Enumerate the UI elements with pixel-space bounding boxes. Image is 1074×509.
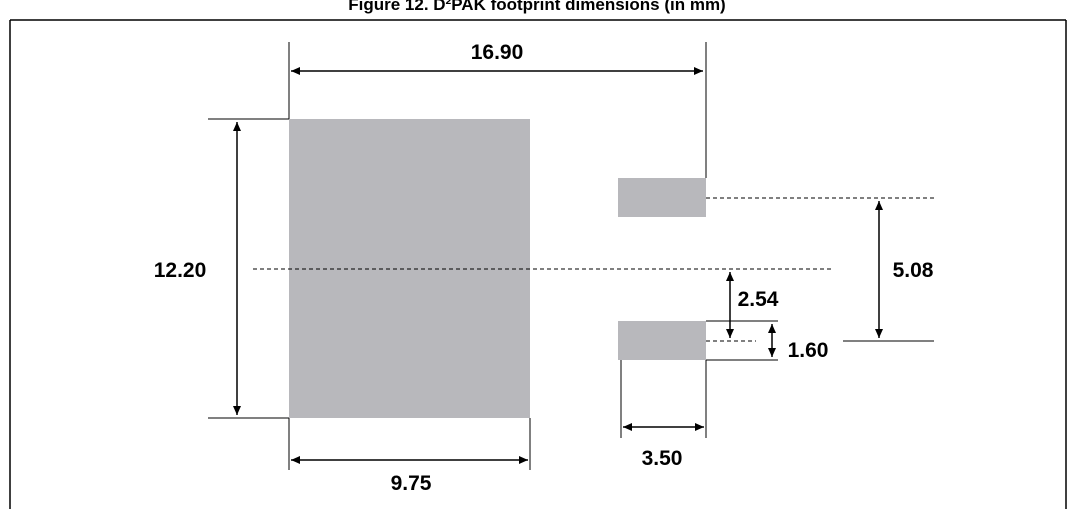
small-pad-bottom	[618, 321, 706, 360]
dim-overall-length: 16.90	[471, 41, 524, 64]
dim-small-pad-height: 1.60	[788, 339, 829, 362]
dim-half-pitch: 2.54	[738, 288, 779, 311]
figure-frame	[9, 19, 1067, 509]
dim-large-pad-width: 9.75	[391, 472, 432, 495]
figure-title: Figure 12. D²PAK footprint dimensions (i…	[348, 0, 726, 14]
dimension-arrows	[233, 67, 883, 464]
dim-small-pad-width: 3.50	[642, 447, 683, 470]
dim-pin-pitch: 5.08	[893, 259, 934, 282]
center-lines	[253, 197, 934, 342]
small-pad-top	[618, 178, 706, 217]
dim-large-pad-height: 12.20	[154, 259, 207, 282]
extension-lines	[208, 42, 934, 470]
